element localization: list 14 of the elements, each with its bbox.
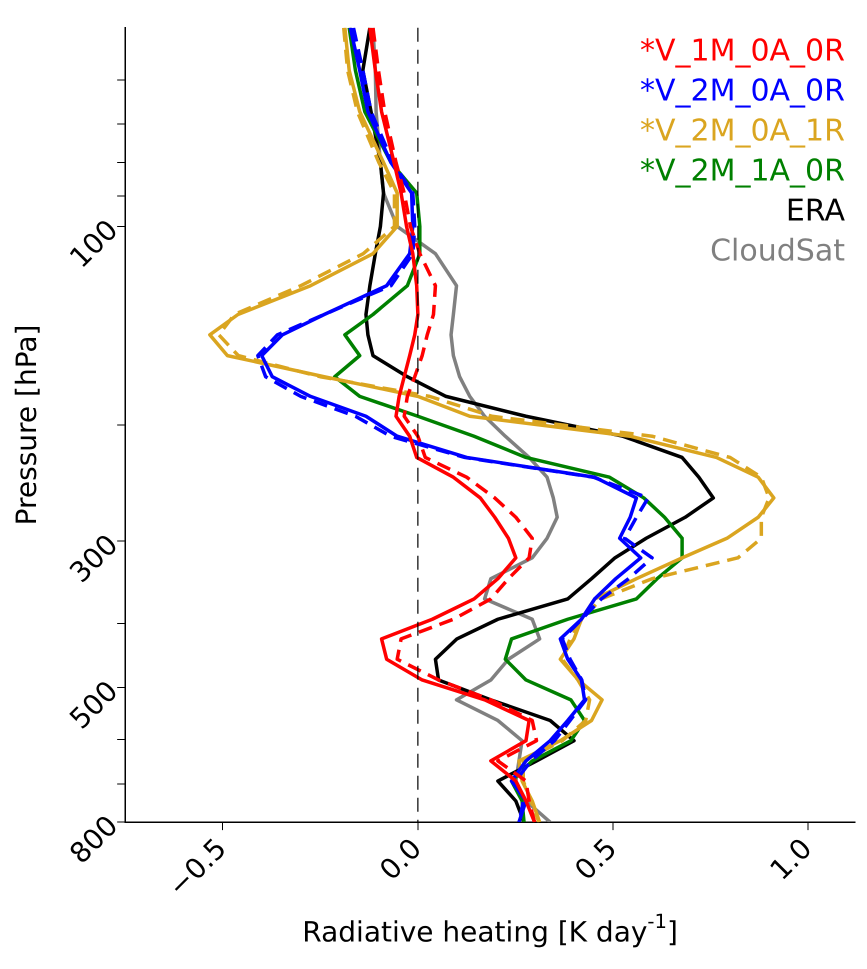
text: *V_1M_0A_0R [640,34,845,69]
y-tick-label: 500 [63,674,124,736]
text: ERA [786,194,846,229]
x-tick-label: 0.0 [373,832,428,887]
x-tick-label: 1.0 [763,832,818,887]
y-tick-label: 100 [63,213,124,274]
text: *V_2M_1A_0R [640,154,845,189]
y-axis-title: Pressure [hPa] [10,324,44,526]
x-tick-label: 0.5 [568,832,624,887]
text: *V_2M_0A_0R [640,74,845,109]
text: *V_2M_0A_1R [640,114,845,149]
y-tick-label: 800 [63,808,124,870]
text: CloudSat [710,234,846,269]
y-tick-label: 300 [63,528,124,590]
